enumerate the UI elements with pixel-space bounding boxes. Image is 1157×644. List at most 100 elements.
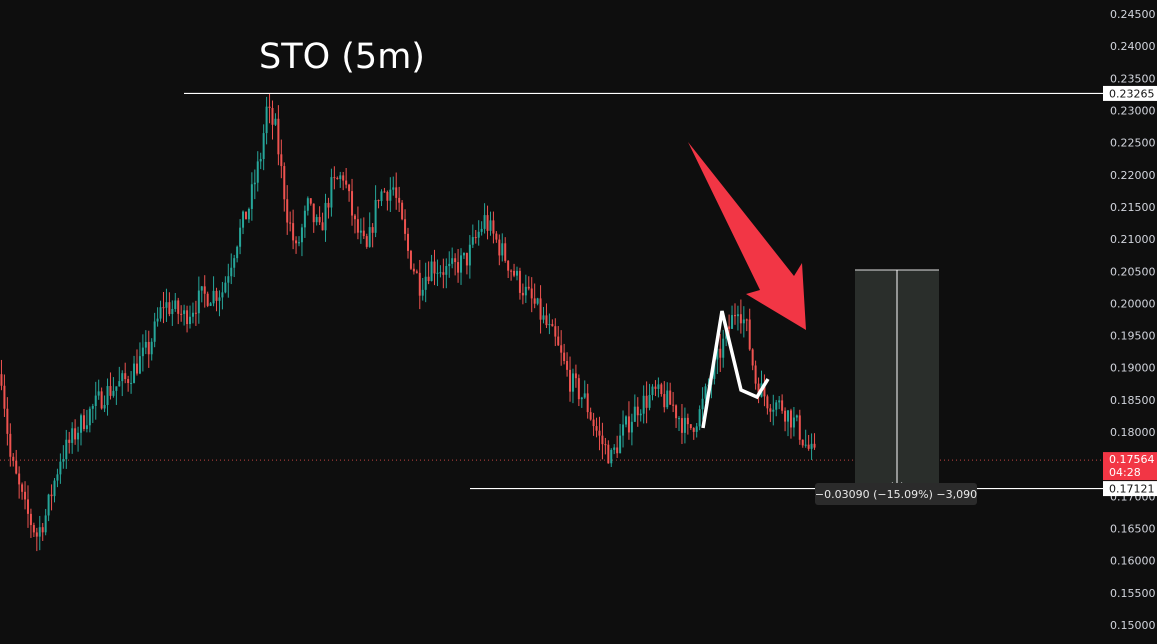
candle — [233, 254, 236, 278]
candle — [642, 385, 645, 424]
candle — [197, 276, 200, 324]
candle — [253, 169, 256, 200]
candle — [206, 291, 209, 308]
candle — [109, 372, 112, 400]
candle — [754, 360, 757, 390]
candle — [377, 199, 380, 209]
candle — [418, 259, 421, 310]
candle — [757, 377, 760, 404]
y-tick-label: 0.19000 — [1110, 362, 1156, 375]
candle — [651, 384, 654, 401]
candle — [477, 220, 480, 246]
y-tick-label: 0.22000 — [1110, 169, 1156, 182]
candle — [159, 300, 162, 322]
candle — [298, 236, 301, 247]
candle — [306, 196, 309, 216]
candle — [569, 356, 572, 402]
candle — [451, 247, 454, 269]
candle — [94, 381, 97, 420]
candle — [150, 338, 153, 361]
candle — [778, 396, 781, 410]
candle — [348, 183, 351, 202]
candle — [524, 274, 527, 303]
candle — [601, 422, 604, 460]
price-range-measure[interactable] — [855, 269, 939, 490]
candle — [804, 429, 807, 448]
candle — [365, 233, 368, 249]
candle — [586, 383, 589, 419]
candle — [695, 422, 698, 438]
candle — [82, 408, 85, 432]
y-tick-label: 0.18500 — [1110, 394, 1156, 407]
candle — [719, 333, 722, 372]
candle — [230, 253, 233, 285]
candle — [504, 237, 507, 263]
candle — [21, 482, 24, 500]
candle — [789, 408, 792, 439]
candle — [751, 348, 754, 371]
candle — [518, 267, 521, 300]
candle — [619, 423, 622, 454]
candle — [71, 422, 74, 454]
candle — [130, 371, 133, 394]
candle — [680, 404, 683, 444]
candle — [247, 207, 250, 223]
candle — [351, 178, 354, 226]
candle — [592, 412, 595, 436]
candle — [274, 113, 277, 126]
candle — [162, 291, 165, 324]
candle — [156, 307, 159, 327]
candle — [286, 185, 289, 235]
candle — [604, 437, 607, 455]
candle — [395, 172, 398, 210]
candle — [536, 297, 539, 306]
candle — [663, 381, 666, 413]
measure-label: −0.03090 (−15.09%) −3,090 — [815, 483, 977, 505]
candle — [563, 343, 566, 365]
y-tick-label: 0.15000 — [1110, 619, 1156, 632]
candle — [212, 276, 215, 307]
candle — [775, 399, 778, 417]
candle — [580, 396, 583, 408]
candle — [300, 223, 303, 257]
measure-label-text: −0.03090 (−15.09%) −3,090 — [815, 488, 977, 501]
candle — [330, 168, 333, 217]
candle — [221, 281, 224, 310]
candle — [336, 176, 339, 180]
candle — [268, 93, 271, 124]
candle — [622, 410, 625, 448]
candle — [35, 527, 38, 552]
candle — [318, 206, 321, 226]
candle — [292, 209, 295, 250]
candle — [303, 205, 306, 238]
candle — [669, 382, 672, 405]
candle — [733, 303, 736, 325]
candle — [103, 395, 106, 413]
candle — [250, 172, 253, 221]
candle — [630, 413, 633, 446]
candle — [571, 368, 574, 404]
candle — [121, 370, 124, 397]
candle — [324, 193, 327, 242]
candle — [672, 392, 675, 413]
candle — [53, 478, 56, 503]
candle — [389, 177, 392, 213]
candle — [495, 231, 498, 243]
candle — [85, 409, 88, 433]
candle — [595, 417, 598, 438]
candle — [798, 409, 801, 445]
candle — [769, 404, 772, 422]
candle — [457, 249, 460, 283]
candle — [409, 249, 412, 270]
candle — [74, 419, 77, 445]
pattern-zigzag[interactable] — [701, 310, 770, 429]
candle — [462, 252, 465, 259]
candle — [239, 219, 242, 255]
candle — [521, 283, 524, 305]
candle — [9, 423, 12, 467]
candle — [633, 394, 636, 422]
candle — [465, 252, 468, 275]
candle — [359, 218, 362, 244]
candle — [18, 466, 21, 499]
